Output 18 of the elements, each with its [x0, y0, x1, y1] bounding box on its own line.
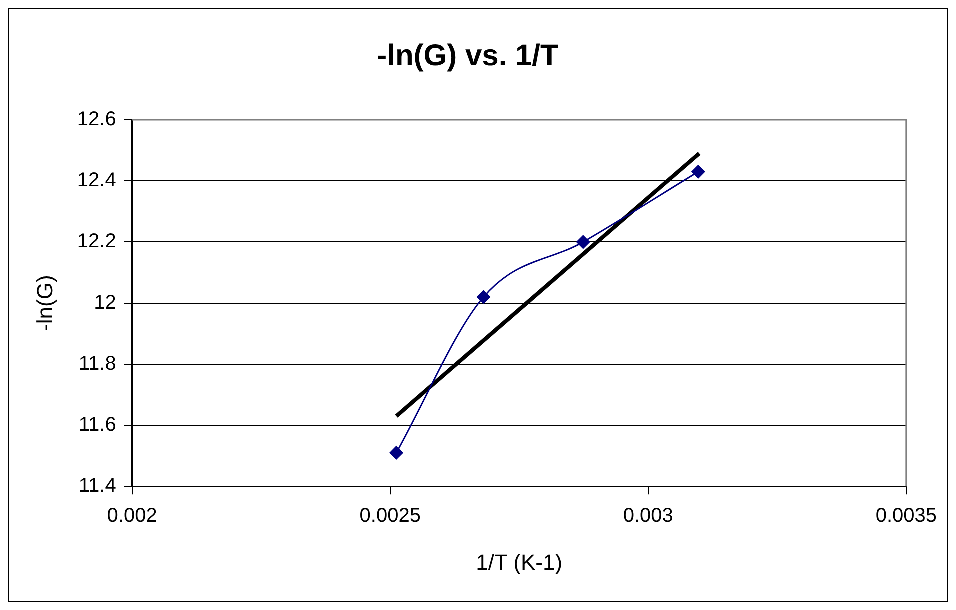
x-tick-label: 0.0025: [360, 505, 421, 528]
x-axis-title: 1/T (K-1): [476, 550, 563, 575]
point: [477, 290, 491, 304]
y-tick-label: 12.6: [77, 108, 116, 131]
x-tick-label: 0.003: [623, 505, 674, 528]
y-tick-label: 12: [94, 292, 116, 314]
y-tick-label: 11.8: [78, 352, 116, 375]
x-tick-label: 0.0035: [876, 505, 937, 528]
y-tick-label: 11.4: [78, 475, 116, 498]
x-tick-label: 0.002: [107, 505, 158, 528]
point: [692, 165, 706, 179]
point: [390, 446, 404, 460]
y-tick-label: 12.4: [77, 170, 116, 192]
y-axis-title: -ln(G): [32, 275, 58, 332]
y-tick-label: 11.6: [78, 414, 116, 436]
y-tick-label: 12.2: [77, 230, 116, 253]
point: [576, 235, 590, 249]
chart-title: -ln(G) vs. 1/T: [377, 39, 559, 72]
